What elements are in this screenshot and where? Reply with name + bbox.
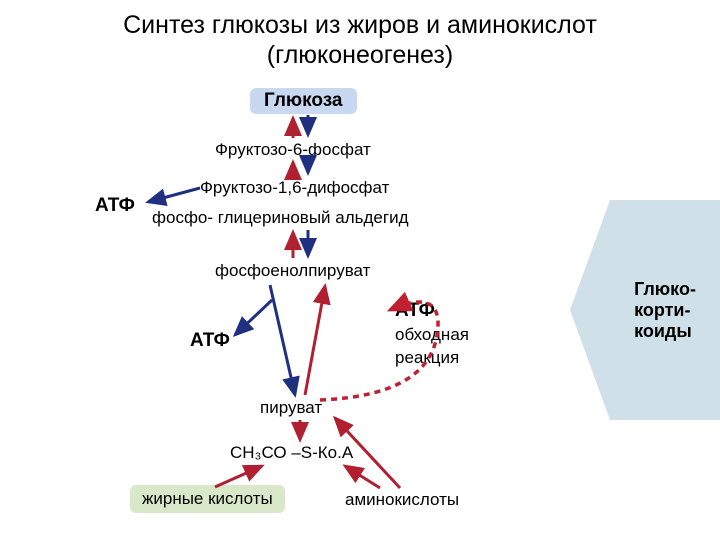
label-atp3: АТФ bbox=[395, 300, 435, 322]
node-glucose: Глюкоза bbox=[250, 88, 357, 114]
node-acetylcoa: СН₃СО –S-Ко.А bbox=[230, 443, 353, 463]
label-reaction: реакция bbox=[395, 348, 459, 368]
label-atp1: АТФ bbox=[95, 195, 135, 217]
fatty-text: жирные кислоты bbox=[130, 485, 285, 513]
node-pep: фосфоенолпируват bbox=[215, 261, 370, 281]
arrow-pyruvate-to-pep bbox=[305, 286, 325, 395]
glucose-text: Глюкоза bbox=[250, 88, 357, 114]
node-f16bp: Фруктозо-1,6-дифосфат bbox=[200, 178, 389, 198]
callout-glucocorticoids: Глюко- корти- коиды bbox=[610, 200, 720, 420]
title-line2: (глюконеогенез) bbox=[267, 41, 453, 69]
node-pyruvate: пируват bbox=[260, 398, 322, 418]
label-bypass: обходная bbox=[395, 325, 469, 345]
page-title: Синтез глюкозы из жиров и аминокислот (г… bbox=[0, 0, 720, 70]
node-pga: фосфо- глицериновый альдегид bbox=[152, 208, 409, 228]
label-atp2: АТФ bbox=[190, 330, 230, 352]
arrow-amino-to-acetyl bbox=[345, 466, 380, 488]
node-f6p: Фруктозо-6-фосфат bbox=[215, 140, 371, 160]
arrow-atp1 bbox=[148, 188, 200, 202]
arrow-atp2 bbox=[235, 300, 272, 335]
arrow-fatty-to-acetyl bbox=[215, 466, 262, 487]
title-line1: Синтез глюкозы из жиров и аминокислот bbox=[123, 11, 597, 39]
node-amino: аминокислоты bbox=[345, 490, 459, 510]
arrow-pep-to-pyruvate bbox=[270, 285, 295, 395]
callout-text: Глюко- корти- коиды bbox=[634, 279, 696, 342]
node-fatty: жирные кислоты bbox=[130, 485, 285, 513]
